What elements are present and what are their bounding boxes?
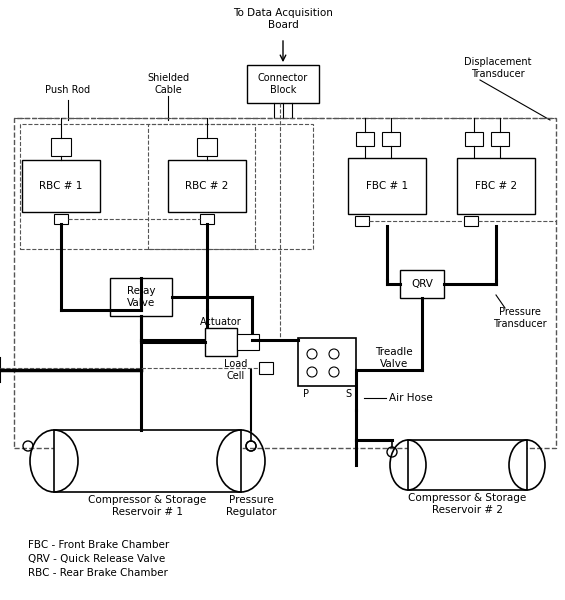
Bar — [356, 132, 374, 146]
Bar — [237, 334, 259, 350]
Text: RBC - Rear Brake Chamber: RBC - Rear Brake Chamber — [28, 568, 168, 578]
Bar — [259, 362, 273, 374]
Bar — [200, 214, 214, 224]
Bar — [51, 138, 71, 156]
Text: RBC # 1: RBC # 1 — [40, 181, 82, 191]
Text: Compressor & Storage
Reservoir # 1: Compressor & Storage Reservoir # 1 — [88, 495, 207, 517]
Text: Displacement
Transducer: Displacement Transducer — [464, 57, 532, 79]
Text: Pressure
Transducer: Pressure Transducer — [493, 307, 547, 329]
Bar — [148, 124, 313, 249]
Text: FBC # 1: FBC # 1 — [366, 181, 408, 191]
Bar — [110, 278, 172, 316]
Text: Load
Cell: Load Cell — [224, 359, 247, 381]
Text: FBC # 2: FBC # 2 — [475, 181, 517, 191]
Text: QRV - Quick Release Valve: QRV - Quick Release Valve — [28, 554, 165, 564]
Text: RBC # 2: RBC # 2 — [185, 181, 229, 191]
Bar — [168, 160, 246, 212]
Bar — [400, 270, 444, 298]
Text: Push Rod: Push Rod — [45, 85, 90, 95]
Text: P: P — [303, 389, 309, 399]
Bar — [20, 124, 255, 249]
Bar — [491, 132, 509, 146]
Text: FBC - Front Brake Chamber: FBC - Front Brake Chamber — [28, 540, 170, 550]
Bar — [14, 118, 556, 448]
Text: Pressure
Regulator: Pressure Regulator — [226, 495, 276, 517]
Text: Relay
Valve: Relay Valve — [127, 286, 155, 308]
Text: Treadle
Valve: Treadle Valve — [375, 347, 413, 369]
Bar — [247, 65, 319, 103]
Text: Connector
Block: Connector Block — [258, 73, 308, 95]
Bar — [197, 138, 217, 156]
Bar — [54, 214, 68, 224]
Bar — [298, 338, 356, 386]
Text: S: S — [345, 389, 351, 399]
Bar — [348, 158, 426, 214]
Bar — [464, 216, 478, 226]
Bar — [465, 132, 483, 146]
Bar — [408, 440, 527, 490]
Text: Actuator: Actuator — [200, 317, 242, 327]
Bar — [457, 158, 535, 214]
Text: Shielded
Cable: Shielded Cable — [147, 73, 189, 95]
Bar — [205, 328, 237, 356]
Text: Compressor & Storage
Reservoir # 2: Compressor & Storage Reservoir # 2 — [408, 493, 527, 515]
Bar — [382, 132, 400, 146]
Bar — [54, 430, 241, 492]
Text: To Data Acquisition
Board: To Data Acquisition Board — [233, 8, 333, 29]
Bar — [22, 160, 100, 212]
Text: QRV: QRV — [411, 279, 433, 289]
Bar — [355, 216, 369, 226]
Text: Air Hose: Air Hose — [389, 393, 433, 403]
